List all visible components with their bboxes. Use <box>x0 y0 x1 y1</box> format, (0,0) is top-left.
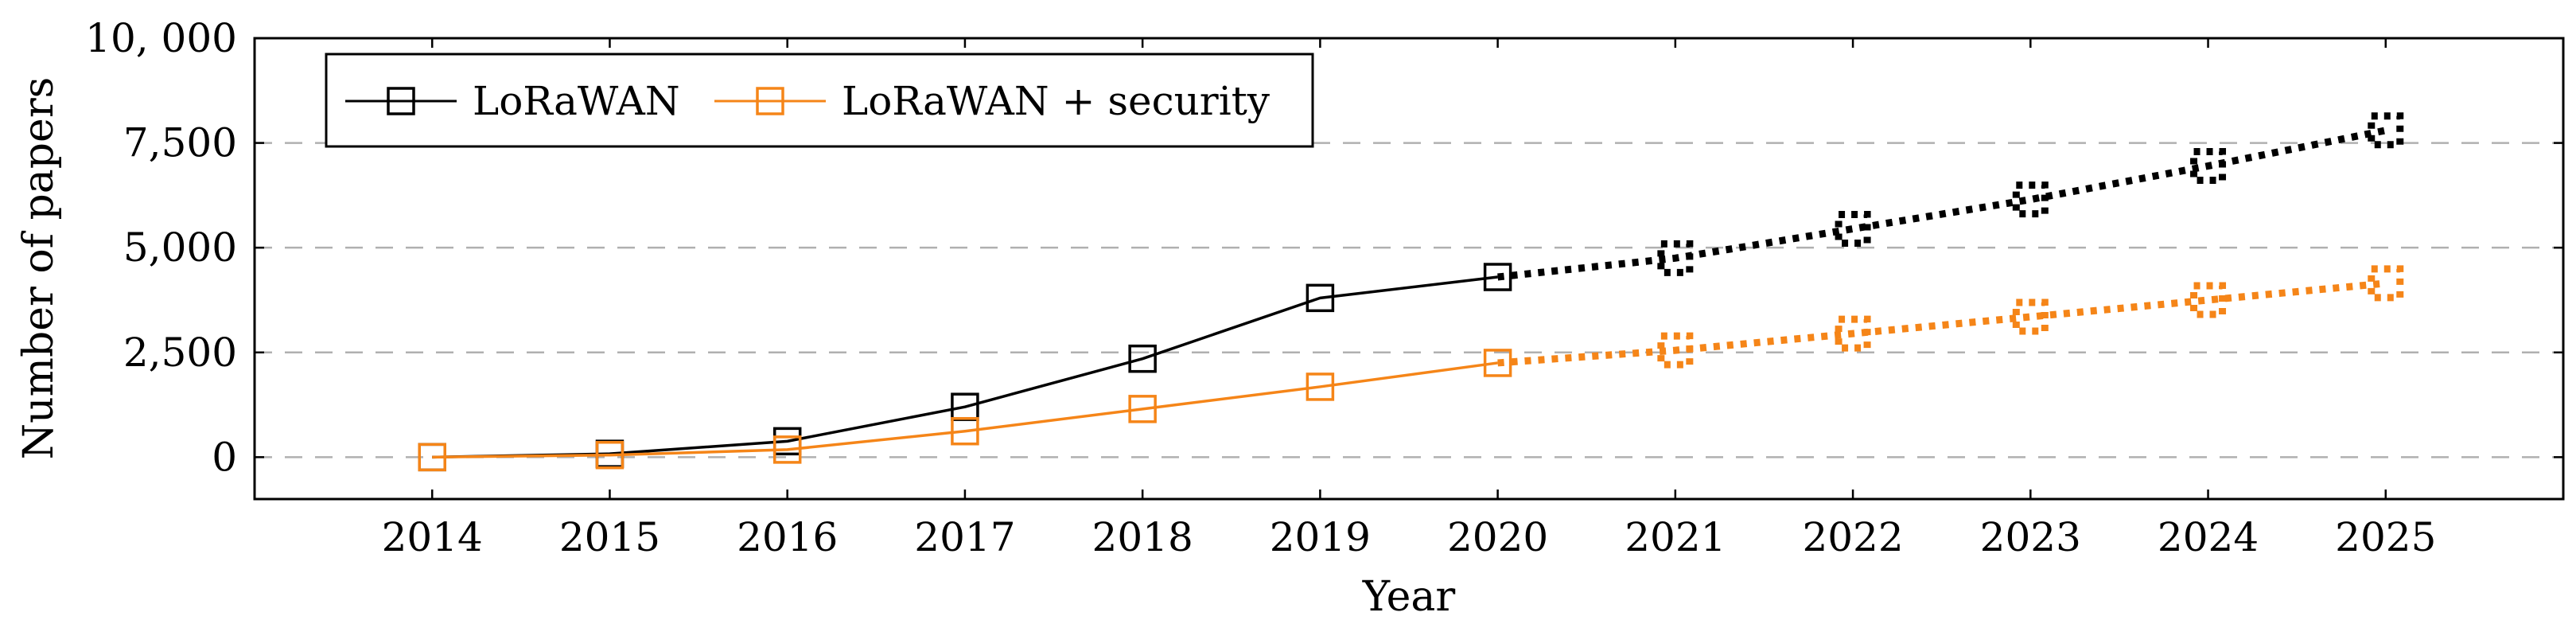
series-layer <box>418 112 2404 472</box>
projected-point <box>1657 332 1694 369</box>
x-tick-label: 2024 <box>2158 514 2259 560</box>
projected-point <box>1835 315 1871 352</box>
y-tick-label: 10, 000 <box>85 15 237 61</box>
x-tick-label: 2020 <box>1447 514 1548 560</box>
legend-marker-lorawan-security <box>756 87 784 115</box>
data-point <box>1128 344 1157 373</box>
plot-frame <box>253 37 2565 501</box>
x-tick-label: 2021 <box>1625 514 1726 560</box>
legend-marker-lorawan <box>387 87 415 115</box>
y-axis-label: Number of papers <box>15 77 63 460</box>
x-axis: 2014 2015 2016 2017 2018 2019 2020 2021 2022 2023… <box>382 38 2436 560</box>
y-tick-label: 7,500 <box>123 120 237 166</box>
series-projection-line-lorawan <box>1497 127 2387 281</box>
data-point <box>1483 349 1512 377</box>
data-point <box>418 443 446 472</box>
x-tick-label: 2017 <box>914 514 1015 560</box>
projected-point <box>1657 240 1694 276</box>
y-tick-label: 2,500 <box>123 330 237 376</box>
series-lorawan <box>418 112 2404 472</box>
projected-point <box>2012 181 2049 218</box>
projected-point <box>2012 298 2049 335</box>
x-tick-label: 2016 <box>737 514 838 560</box>
projected-point <box>2368 265 2404 302</box>
series-line-lorawan-security <box>432 361 1498 459</box>
x-axis-label: Year <box>1362 573 1456 621</box>
projected-point <box>2368 112 2404 149</box>
x-tick-label: 2025 <box>2335 514 2436 560</box>
x-tick-label: 2023 <box>1980 514 2081 560</box>
grid-lines <box>255 142 2563 458</box>
x-tick-label: 2014 <box>382 514 483 560</box>
series-projection-line-lorawan-security <box>1497 279 2387 367</box>
y-tick-label: 5,000 <box>123 224 237 271</box>
x-tick-label: 2015 <box>559 514 660 560</box>
x-tick-label: 2022 <box>1802 514 1903 560</box>
data-point <box>772 435 802 464</box>
series-lorawan-security <box>418 265 2404 472</box>
data-point <box>595 440 625 470</box>
projected-point <box>2190 148 2227 185</box>
legend-label-lorawan-security: LoRaWAN + security <box>842 78 1270 124</box>
x-tick-label: 2019 <box>1270 514 1371 560</box>
projected-point <box>2190 282 2227 318</box>
data-point <box>1306 373 1335 401</box>
data-point <box>1306 283 1335 313</box>
projected-point <box>1835 210 1871 247</box>
data-point <box>1483 263 1512 291</box>
y-tick-label: 0 <box>212 434 237 480</box>
data-point <box>1128 395 1157 423</box>
x-tick-label: 2018 <box>1092 514 1193 560</box>
y-axis: 0 2,500 5,000 7,500 10, 000 <box>85 15 2563 480</box>
legend: LoRaWAN LoRaWAN + security <box>325 53 1314 148</box>
legend-label-lorawan: LoRaWAN <box>473 78 680 124</box>
data-point <box>951 416 979 446</box>
